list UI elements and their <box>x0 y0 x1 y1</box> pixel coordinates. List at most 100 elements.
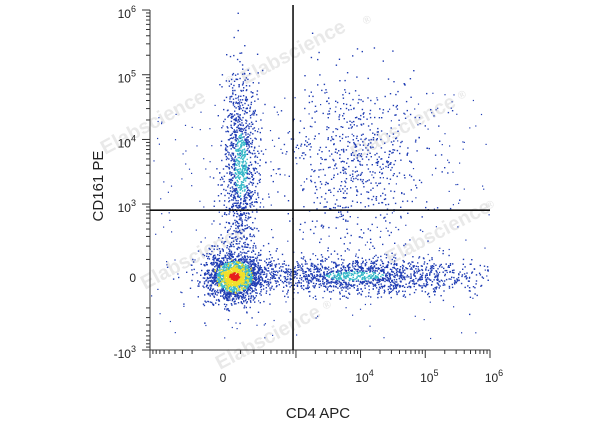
data-point <box>229 178 232 181</box>
data-point <box>230 261 232 263</box>
data-point <box>241 184 243 186</box>
data-point <box>210 293 212 295</box>
data-point <box>260 271 263 273</box>
data-point <box>269 130 272 132</box>
data-point <box>235 188 237 190</box>
data-point <box>322 260 324 263</box>
data-point <box>250 271 253 273</box>
data-point <box>279 168 281 170</box>
data-point <box>343 118 345 120</box>
data-point <box>242 203 245 205</box>
data-point <box>322 225 325 227</box>
data-point <box>225 214 228 216</box>
data-point <box>308 286 310 288</box>
data-point <box>256 324 258 326</box>
data-point <box>264 260 266 262</box>
data-point <box>346 192 348 195</box>
data-point <box>256 182 259 185</box>
data-point <box>285 272 287 274</box>
data-point <box>234 189 236 191</box>
data-point <box>236 212 238 215</box>
data-point <box>347 276 349 278</box>
data-point <box>316 268 318 270</box>
data-point <box>232 196 235 199</box>
data-point <box>364 280 366 282</box>
data-point <box>221 241 223 243</box>
data-point <box>278 270 280 272</box>
data-point <box>344 236 346 238</box>
data-point <box>325 181 327 184</box>
data-point <box>238 178 241 180</box>
data-point <box>207 282 209 284</box>
data-point <box>206 276 209 279</box>
data-point <box>259 181 261 183</box>
data-point <box>230 264 232 267</box>
data-point <box>365 156 368 158</box>
data-point <box>294 270 296 273</box>
data-point <box>225 221 228 224</box>
data-point <box>407 212 409 214</box>
data-point <box>342 94 344 96</box>
data-point <box>232 154 235 156</box>
data-point <box>453 94 455 96</box>
data-point <box>248 123 251 125</box>
data-point <box>399 152 401 155</box>
data-point <box>352 314 354 316</box>
data-point <box>340 269 342 272</box>
data-point <box>393 282 395 285</box>
data-point <box>349 278 352 280</box>
data-point <box>341 286 344 288</box>
data-point <box>326 283 328 285</box>
data-point <box>234 219 236 222</box>
data-point <box>244 194 246 196</box>
data-point <box>239 203 241 205</box>
data-point <box>361 180 364 183</box>
data-points <box>151 12 490 340</box>
data-point <box>386 160 388 162</box>
data-point <box>238 140 240 143</box>
data-point <box>312 263 314 265</box>
data-point <box>304 263 307 265</box>
data-point <box>217 278 219 280</box>
data-point <box>250 196 252 198</box>
data-point <box>245 282 248 284</box>
data-point <box>328 110 330 112</box>
data-point <box>348 109 350 111</box>
data-point <box>413 70 415 72</box>
data-point <box>281 152 284 154</box>
data-point <box>262 198 264 200</box>
data-point <box>437 273 440 275</box>
data-point <box>260 285 262 288</box>
data-point <box>398 290 400 292</box>
data-point <box>239 114 241 116</box>
data-point <box>351 273 354 276</box>
data-point <box>260 202 262 204</box>
data-point <box>365 137 367 140</box>
data-point <box>252 123 254 125</box>
data-point <box>361 290 364 293</box>
data-point <box>236 138 239 140</box>
data-point <box>243 207 246 209</box>
data-point <box>351 278 353 281</box>
data-point <box>243 144 245 147</box>
data-point <box>367 143 370 145</box>
data-point <box>229 294 232 296</box>
data-point <box>199 129 201 131</box>
data-point <box>312 285 314 287</box>
data-point <box>355 186 357 188</box>
data-point <box>227 115 230 117</box>
data-point <box>313 138 316 140</box>
data-point <box>229 265 231 268</box>
data-point <box>223 285 225 287</box>
data-point <box>314 284 316 287</box>
data-point <box>221 248 224 250</box>
data-point <box>216 269 218 272</box>
data-point <box>391 258 393 261</box>
data-point <box>392 271 395 273</box>
data-point <box>304 276 307 278</box>
data-point <box>297 292 299 294</box>
data-point <box>333 174 335 176</box>
data-point <box>236 328 238 330</box>
data-point <box>438 287 440 289</box>
data-point <box>236 206 238 208</box>
